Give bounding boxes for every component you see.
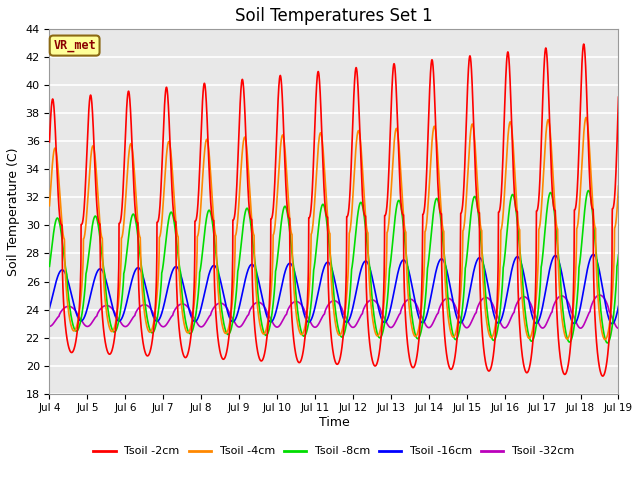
Text: VR_met: VR_met (53, 39, 96, 52)
X-axis label: Time: Time (319, 416, 349, 429)
Legend: Tsoil -2cm, Tsoil -4cm, Tsoil -8cm, Tsoil -16cm, Tsoil -32cm: Tsoil -2cm, Tsoil -4cm, Tsoil -8cm, Tsoi… (89, 442, 579, 461)
Y-axis label: Soil Temperature (C): Soil Temperature (C) (7, 147, 20, 276)
Title: Soil Temperatures Set 1: Soil Temperatures Set 1 (235, 7, 433, 25)
